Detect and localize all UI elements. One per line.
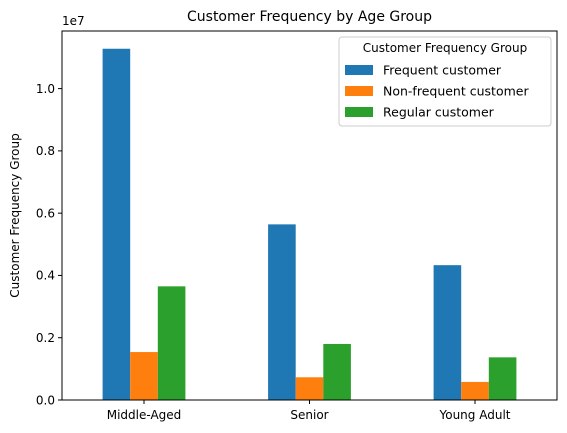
bar-non-frequent-customer-middle-aged bbox=[130, 352, 158, 400]
bars-layer bbox=[102, 48, 517, 400]
legend-box bbox=[338, 36, 552, 127]
bar-frequent-customer-middle-aged bbox=[102, 48, 131, 400]
y-tick-label: 0.0 bbox=[36, 393, 55, 407]
legend-items: Frequent customer Non-frequent customer Re… bbox=[345, 63, 529, 120]
legend-swatch bbox=[345, 86, 373, 96]
y-tick-label: 0.6 bbox=[36, 206, 55, 220]
legend-label: Frequent customer bbox=[383, 63, 502, 78]
x-tick-label: Middle-Aged bbox=[107, 408, 182, 422]
y-tick-label: 0.4 bbox=[36, 269, 55, 283]
legend-swatch bbox=[345, 65, 373, 75]
x-axis: Middle-Aged Senior Young Adult bbox=[107, 400, 511, 422]
bar-frequent-customer-senior bbox=[268, 224, 296, 400]
y-tick-label: 0.8 bbox=[36, 144, 55, 158]
bar-non-frequent-customer-young-adult bbox=[461, 381, 489, 400]
bar-frequent-customer-young-adult bbox=[433, 265, 462, 400]
legend-title: Customer Frequency Group bbox=[363, 41, 527, 55]
y-axis: 0.0 0.2 0.4 0.6 0.8 1.0 bbox=[36, 82, 62, 407]
bar-regular-customer-senior bbox=[323, 343, 351, 400]
y-tick-label: 0.2 bbox=[36, 331, 55, 345]
legend: Customer Frequency Group Frequent custom… bbox=[338, 36, 552, 127]
bar-regular-customer-young-adult bbox=[488, 357, 517, 400]
chart-title: Customer Frequency by Age Group bbox=[187, 9, 432, 25]
y-offset-label: 1e7 bbox=[62, 14, 85, 28]
legend-label: Non-frequent customer bbox=[383, 84, 529, 99]
y-tick-label: 1.0 bbox=[36, 82, 55, 96]
legend-swatch bbox=[345, 107, 373, 117]
bar-regular-customer-middle-aged bbox=[157, 286, 186, 400]
legend-label: Regular customer bbox=[383, 105, 495, 120]
y-axis-label: Customer Frequency Group bbox=[8, 133, 22, 297]
x-tick-label: Senior bbox=[290, 408, 328, 422]
bar-non-frequent-customer-senior bbox=[295, 377, 324, 400]
plot-frame bbox=[61, 30, 558, 401]
x-tick-label: Young Adult bbox=[439, 408, 511, 422]
